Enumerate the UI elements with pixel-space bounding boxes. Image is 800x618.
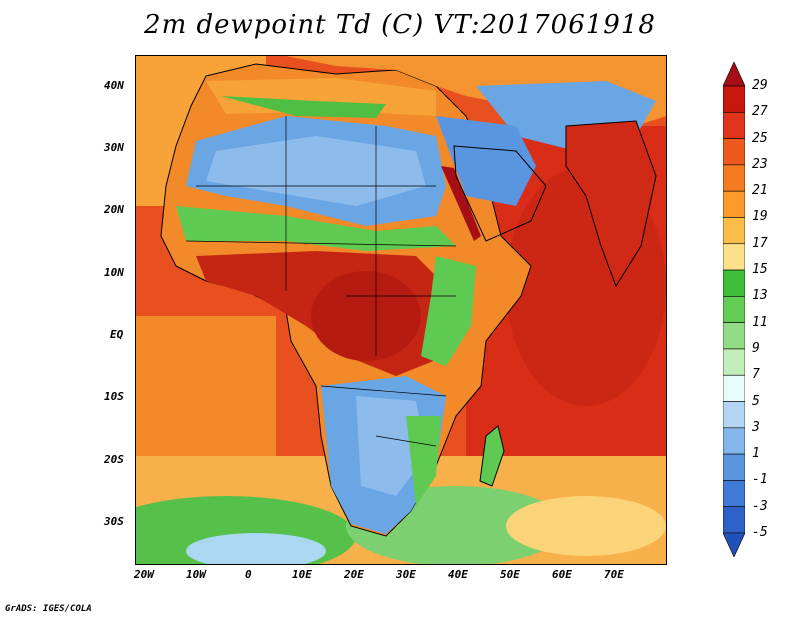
colorbar-swatch [723,111,745,139]
lon-label: 40E [448,568,468,581]
colorbar-swatch [723,217,745,245]
colorbar-label: 15 [752,262,768,278]
colorbar-swatch [723,427,745,455]
colorbar-label: 1 [752,446,760,462]
colorbar-label: 5 [752,393,760,409]
map-title: 2m dewpoint Td (C) VT:2017061918 [144,10,656,40]
colorbar-label: -5 [752,525,768,540]
lat-label: 30S [104,515,124,528]
lon-label: 0 [245,568,252,581]
colorbar [723,62,745,557]
colorbar-label: 17 [752,235,768,251]
lon-label: 10E [292,568,312,581]
credit-text: GrADS: IGES/COLA [5,604,92,614]
colorbar-label: 23 [752,156,768,172]
colorbar-label: 19 [752,209,768,225]
colorbar-label: 27 [752,104,768,120]
lon-label: 70E [604,568,624,581]
lon-label: 20E [344,568,364,581]
colorbar-bottom-arrow [723,532,745,557]
colorbar-label: 11 [752,314,768,330]
colorbar-swatch [723,269,745,297]
lat-label: 10N [104,266,124,279]
colorbar-swatch [723,296,745,323]
colorbar-label: -3 [752,498,768,514]
lat-label: 10S [104,390,124,403]
colorbar-swatch [723,164,745,192]
dewpoint-field [136,56,666,564]
colorbar-swatch [723,374,745,402]
colorbar-label: 13 [752,288,768,304]
colorbar-swatch [723,322,745,350]
colorbar-swatch [723,453,745,481]
lon-label: 10W [186,568,206,581]
colorbar-swatch [723,85,745,113]
map-panel [135,55,667,565]
lon-label: 50E [500,568,520,581]
lon-label: 60E [552,568,572,581]
colorbar-label: 21 [752,183,768,199]
lat-label: 30N [104,141,124,154]
lon-label: 20W [134,568,154,581]
colorbar-top-arrow [723,62,745,87]
lat-label: 40N [104,79,124,92]
lon-label: 30E [396,568,416,581]
colorbar-swatch [723,243,745,271]
colorbar-swatch [723,401,745,429]
lat-label: 20S [104,453,124,466]
colorbar-swatch [723,480,745,508]
colorbar-label: -1 [752,472,768,488]
colorbar-swatch [723,506,745,534]
colorbar-label: 3 [752,419,760,435]
colorbar-label: 9 [752,340,760,356]
colorbar-swatch [723,138,745,166]
colorbar-label: 7 [752,367,760,383]
colorbar-swatch [723,190,745,218]
lat-label: EQ [110,328,124,341]
colorbar-label: 25 [752,130,768,146]
colorbar-swatch [723,348,745,376]
lat-label: 20N [104,203,124,216]
colorbar-label: 29 [752,78,768,93]
